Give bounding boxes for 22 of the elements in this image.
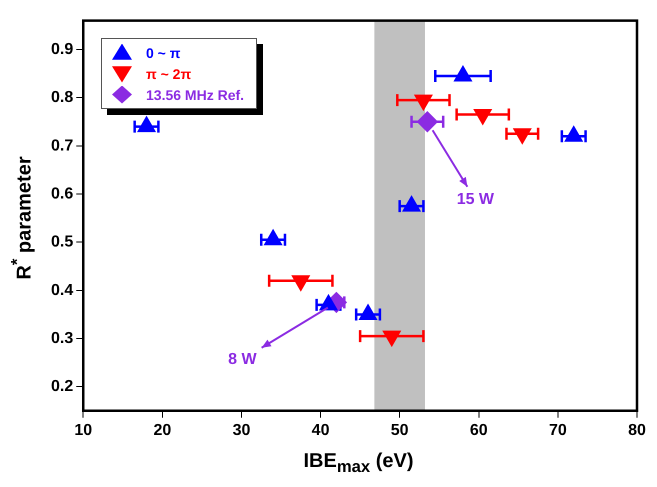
annotation: 15 W	[456, 191, 495, 208]
legend-label: 0 ~ π	[146, 44, 180, 60]
y-tick-label: 0.2	[50, 378, 74, 396]
x-tick-label: 10	[74, 422, 92, 439]
x-tick-label: 50	[390, 422, 409, 439]
y-tick-label: 0.7	[50, 137, 74, 154]
x-tick-label: 70	[548, 422, 567, 439]
y-tick-label: 0.3	[50, 330, 74, 347]
y-tick-label: 0.9	[50, 40, 74, 58]
x-tick-label: 80	[628, 422, 646, 439]
y-tick-label: 0.4	[50, 282, 74, 299]
legend-label: π ~ 2π	[146, 66, 192, 82]
x-axis-title: IBE$_{max}$ (eV)	[302, 450, 415, 477]
y-tick-label: 0.6	[50, 185, 74, 202]
x-tick-label: 30	[232, 422, 250, 439]
annotation: 8 W	[228, 350, 258, 368]
legend-label: 13.56 MHz Ref.	[146, 86, 244, 102]
x-tick-label: 20	[153, 422, 172, 439]
x-tick-label: 60	[470, 422, 488, 439]
y-tick-label: 0.5	[50, 234, 74, 251]
y-tick-label: 0.8	[50, 89, 74, 106]
x-tick-label: 40	[312, 422, 330, 439]
